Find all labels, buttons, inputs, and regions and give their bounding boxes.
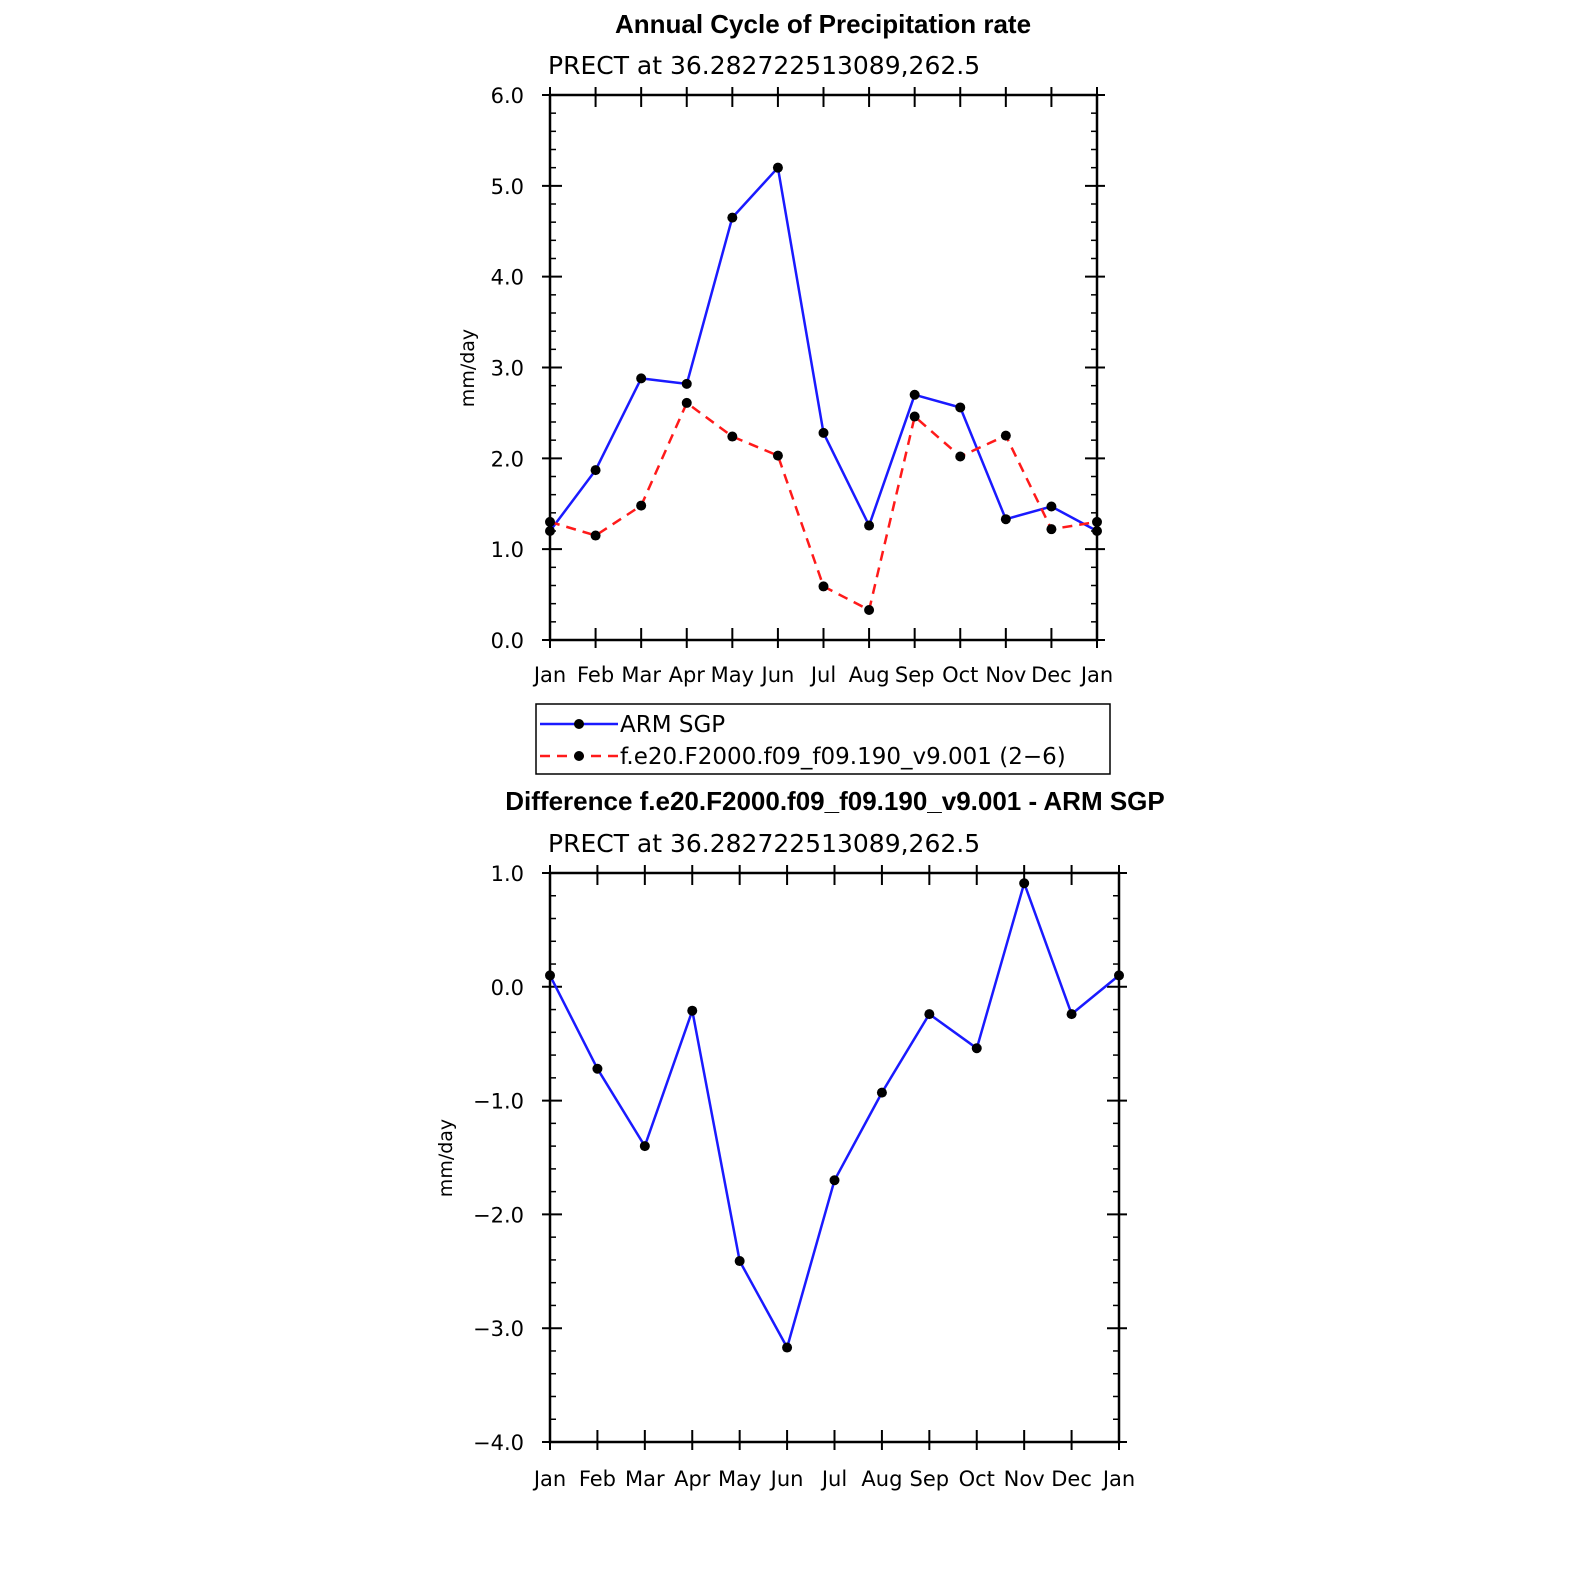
plot-frame <box>548 871 1121 1444</box>
series-0-point <box>687 1005 698 1016</box>
series-1-point <box>1046 524 1057 535</box>
x-tick-label: Sep <box>910 1467 950 1491</box>
series-1-point <box>1092 516 1102 527</box>
series-0-point <box>1000 514 1011 525</box>
x-tick-label: Aug <box>849 663 890 687</box>
y-tick-label: 1.0 <box>491 538 524 562</box>
series-0-point <box>1019 878 1030 889</box>
difference-chart: Difference f.e20.F2000.f09_f09.190_v9.00… <box>435 786 1165 1491</box>
series-0-point <box>727 212 738 223</box>
y-tick-label: −4.0 <box>473 1431 524 1455</box>
x-tick-label: Nov <box>1004 1467 1045 1491</box>
series-0-point <box>1092 526 1102 536</box>
y-tick-label: 1.0 <box>491 862 524 886</box>
x-tick-label: Jan <box>532 663 566 687</box>
x-tick-label: Jul <box>809 663 836 687</box>
chart-subtitle: PRECT at 36.282722513089,262.5 <box>548 51 980 80</box>
series-0-point <box>772 162 783 173</box>
series-0-point <box>971 1043 982 1054</box>
x-tick-label: May <box>718 1467 761 1491</box>
series-0-point <box>829 1175 840 1186</box>
y-tick-label: 3.0 <box>491 357 524 381</box>
series-1-point <box>909 411 920 422</box>
y-tick-label: −3.0 <box>473 1317 524 1341</box>
series-0-point <box>545 526 555 536</box>
plot-area: Jan Feb Mar Apr May Jun Jul Aug Sep Oct Nov Dec Jan 0… <box>491 84 1114 687</box>
legend-box <box>535 703 1111 775</box>
series-0-point <box>592 1063 603 1074</box>
y-tick-label: 0.0 <box>491 976 524 1000</box>
x-tick-label: Apr <box>674 1467 711 1491</box>
series-0-point <box>1066 1009 1077 1020</box>
series-line-0 <box>548 166 1098 533</box>
series-1-point <box>545 516 555 527</box>
series-0-point <box>734 1256 745 1267</box>
y-tick-label: 5.0 <box>491 175 524 199</box>
legend-label-arm-sgp: ARM SGP <box>620 712 725 738</box>
y-tick-label: −1.0 <box>473 1090 524 1114</box>
x-tick-label: Sep <box>895 663 935 687</box>
series-1-point <box>1000 430 1011 441</box>
series-line-0 <box>548 881 1120 1349</box>
x-tick-label: Mar <box>621 663 661 687</box>
series-0-point <box>636 373 647 384</box>
x-tick-label: Jul <box>820 1467 847 1491</box>
legend-marker-arm-sgp <box>574 719 584 729</box>
x-tick-label: Nov <box>985 663 1026 687</box>
series-1-point <box>681 397 692 408</box>
series-1-point <box>727 431 738 442</box>
x-tick-label: May <box>711 663 754 687</box>
x-tick-label: Feb <box>579 1467 616 1491</box>
y-tick-label: 4.0 <box>491 266 524 290</box>
x-tick-label: Mar <box>625 1467 665 1491</box>
x-tick-label: Oct <box>942 663 978 687</box>
series-1-point <box>864 605 875 616</box>
series-0-point <box>924 1009 935 1020</box>
x-tick-label: Jun <box>769 1467 804 1491</box>
y-tick-label: 6.0 <box>491 84 524 108</box>
chart-title: Difference f.e20.F2000.f09_f09.190_v9.00… <box>505 786 1165 816</box>
series-0-point <box>545 970 555 981</box>
series-1-point <box>818 581 829 592</box>
legend: ARM SGP f.e20.F2000.f09_f09.190_v9.001 (… <box>535 703 1111 775</box>
series-0-point <box>639 1141 650 1152</box>
x-tick-label: Feb <box>577 663 614 687</box>
plot-frame <box>548 93 1099 642</box>
legend-label-model: f.e20.F2000.f09_f09.190_v9.001 (2−6) <box>620 744 1066 770</box>
chart-subtitle: PRECT at 36.282722513089,262.5 <box>548 829 980 858</box>
chart-title: Annual Cycle of Precipitation rate <box>615 9 1031 39</box>
series-1-point <box>772 450 783 461</box>
x-tick-label: Jan <box>532 1467 566 1491</box>
series-0-point <box>782 1342 793 1353</box>
x-tick-label: Dec <box>1051 1467 1092 1491</box>
x-tick-label: Aug <box>861 1467 902 1491</box>
y-axis-label: mm/day <box>435 1119 457 1197</box>
y-tick-label: 0.0 <box>491 629 524 653</box>
series-0-point <box>818 427 829 438</box>
y-axis-label: mm/day <box>457 329 479 407</box>
x-tick-label: Jan <box>1079 663 1113 687</box>
series-0-point <box>955 402 966 413</box>
x-tick-label: Dec <box>1031 663 1072 687</box>
series-1-point <box>636 500 647 511</box>
annual-cycle-chart: Annual Cycle of Precipitation rate PRECT… <box>457 9 1114 775</box>
series-0-point <box>876 1087 887 1098</box>
y-tick-label: 2.0 <box>491 447 524 471</box>
series-1-point <box>590 530 601 541</box>
series-1-point <box>955 451 966 462</box>
x-tick-label: Oct <box>959 1467 995 1491</box>
plot-area: Jan Feb Mar Apr May Jun Jul Aug Sep Oct Nov Dec Jan−… <box>473 862 1135 1491</box>
y-tick-label: −2.0 <box>473 1203 524 1227</box>
x-tick-label: Jun <box>760 663 795 687</box>
series-0-point <box>681 378 692 389</box>
series-0-point <box>1114 970 1124 981</box>
series-0-point <box>590 465 601 476</box>
series-0-point <box>909 389 920 400</box>
series-0-point <box>864 520 875 531</box>
x-tick-label: Jan <box>1101 1467 1135 1491</box>
series-0-point <box>1046 501 1057 512</box>
legend-marker-model <box>574 751 584 761</box>
x-tick-label: Apr <box>669 663 706 687</box>
